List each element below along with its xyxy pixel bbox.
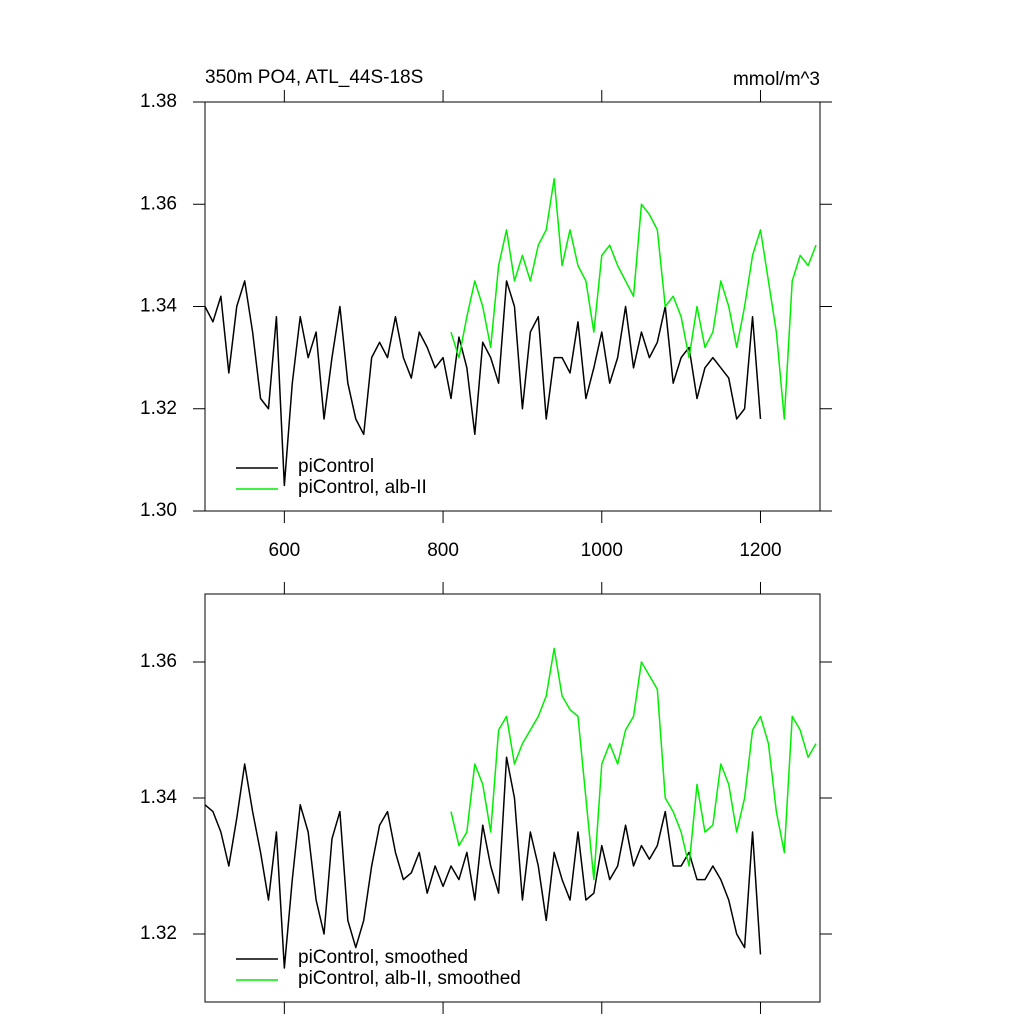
series-line [450,647,817,881]
plot-frame [204,101,821,512]
legend-label: piControl [298,456,374,477]
y-tick-label: 1.38 [140,91,177,112]
series-line [204,280,762,487]
y-tick-label: 1.30 [140,500,177,521]
series-line [204,756,762,969]
x-tick-label: 800 [427,540,459,561]
legend-label: piControl, alb-II [298,477,427,498]
x-tick-label: 1200 [739,540,781,561]
chart-title: 350m PO4, ATL_44S-18S [205,67,423,88]
legend-label: piControl, smoothed [298,947,468,968]
y-tick-label: 1.32 [140,398,177,419]
legend-label: piControl, alb-II, smoothed [298,968,521,989]
units-label: mmol/m^3 [733,69,820,90]
x-tick-label: 600 [269,540,301,561]
plot-frame [204,593,821,1003]
y-tick-label: 1.32 [140,923,177,944]
y-tick-label: 1.36 [140,193,177,214]
y-tick-label: 1.36 [140,651,177,672]
x-tick-label: 1000 [581,540,623,561]
y-tick-label: 1.34 [140,787,177,808]
y-tick-label: 1.34 [140,296,177,317]
series-line [450,177,817,420]
